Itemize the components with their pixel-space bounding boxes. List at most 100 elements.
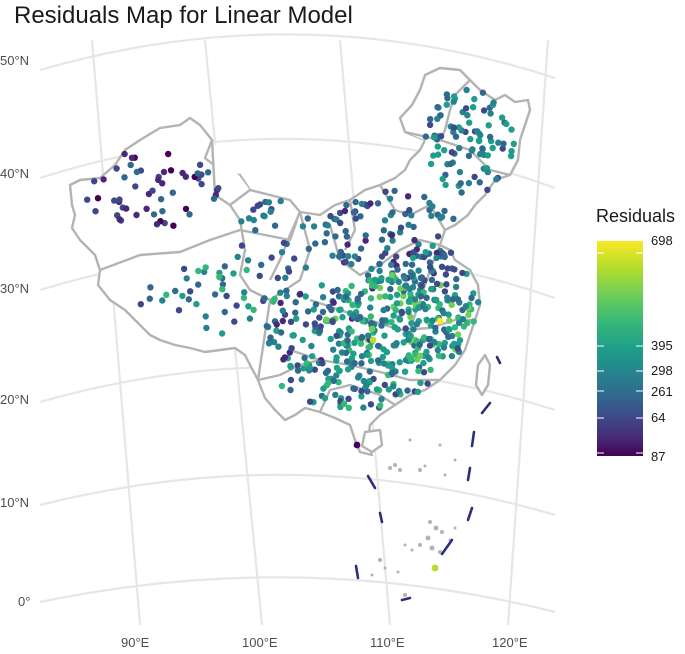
- latitude-labels: 50°N 40°N 30°N 20°N 10°N 0°: [0, 53, 30, 609]
- residual-point: [163, 291, 170, 298]
- residual-point: [498, 114, 506, 121]
- residual-point: [203, 324, 210, 332]
- residual-point: [449, 296, 457, 303]
- residual-point: [180, 265, 188, 273]
- residual-point: [508, 147, 515, 155]
- lat-label: 10°N: [0, 495, 29, 510]
- residual-point: [438, 263, 446, 270]
- residual-point: [170, 222, 177, 229]
- residual-point: [250, 216, 257, 224]
- residual-point: [111, 197, 118, 204]
- residual-point: [455, 124, 463, 131]
- residual-point: [350, 385, 357, 392]
- residual-point: [405, 221, 412, 228]
- residual-point: [396, 315, 403, 322]
- residual-point: [366, 368, 373, 375]
- residual-point: [337, 248, 344, 256]
- residual-point: [310, 223, 318, 230]
- residual-point: [263, 323, 270, 330]
- residual-point: [451, 266, 458, 273]
- residual-point: [388, 369, 396, 376]
- residual-point: [379, 353, 387, 361]
- residual-point: [373, 386, 381, 393]
- residual-point: [434, 151, 442, 158]
- residual-point: [454, 331, 462, 338]
- residual-point: [299, 336, 306, 344]
- residual-point: [245, 215, 253, 222]
- residual-point: [278, 382, 286, 390]
- residual-point: [406, 285, 413, 293]
- residual-point: [485, 122, 492, 129]
- residual-point: [433, 254, 440, 262]
- residual-point: [128, 154, 136, 161]
- residual-point: [387, 293, 394, 301]
- residual-point: [165, 150, 172, 158]
- residual-point: [309, 353, 316, 360]
- residual-point: [369, 336, 377, 344]
- residual-point: [434, 143, 441, 150]
- residual-point: [322, 369, 330, 376]
- residual-point: [281, 354, 289, 361]
- residual-point: [429, 317, 436, 324]
- residual-point: [326, 303, 333, 311]
- residual-point: [364, 388, 371, 395]
- residual-point: [116, 196, 123, 203]
- residual-point: [389, 237, 396, 244]
- residual-point: [348, 328, 355, 335]
- legend-tick: 298: [651, 363, 673, 378]
- residual-point: [193, 300, 200, 308]
- residual-point: [357, 340, 365, 347]
- residual-point: [349, 301, 356, 309]
- residual-point: [499, 145, 506, 152]
- residual-point: [275, 343, 282, 350]
- residual-point: [179, 292, 186, 300]
- residual-point: [445, 333, 452, 340]
- residual-point: [344, 366, 352, 373]
- residual-points: [84, 86, 517, 572]
- residual-point: [329, 318, 336, 326]
- residual-point: [329, 252, 336, 259]
- residual-point: [323, 230, 330, 237]
- residual-point: [342, 293, 350, 300]
- residual-point: [407, 332, 414, 340]
- residual-point: [297, 290, 304, 298]
- residual-point: [442, 181, 449, 189]
- residual-point: [393, 300, 401, 307]
- residual-point: [408, 272, 416, 280]
- residual-point: [348, 260, 355, 268]
- residual-point: [150, 211, 158, 218]
- colorbar-gradient: [597, 241, 643, 456]
- residual-point: [441, 207, 448, 215]
- residual-point: [400, 292, 407, 300]
- residual-point: [416, 341, 423, 348]
- residual-point: [133, 211, 140, 219]
- residual-point: [427, 116, 434, 123]
- residual-point: [385, 386, 393, 393]
- residual-point: [381, 332, 388, 339]
- residual-point: [305, 245, 312, 252]
- residual-point: [426, 342, 434, 349]
- residual-point: [381, 381, 388, 389]
- residual-point: [464, 319, 471, 327]
- residual-point: [233, 302, 240, 309]
- residual-point: [443, 91, 450, 98]
- residual-point: [395, 278, 402, 286]
- residual-point: [238, 242, 246, 249]
- legend-tick: 64: [651, 410, 666, 425]
- residual-point: [408, 320, 415, 327]
- residual-point: [198, 180, 205, 188]
- residual-point: [423, 294, 430, 301]
- residual-point: [324, 222, 331, 229]
- residual-point: [428, 212, 435, 220]
- residual-point: [394, 326, 401, 333]
- residual-point: [92, 208, 99, 215]
- residual-point: [294, 362, 301, 369]
- residual-point: [459, 269, 466, 277]
- residual-point: [302, 293, 309, 300]
- residual-point: [271, 222, 279, 229]
- residual-point: [427, 160, 435, 168]
- residual-point: [155, 176, 162, 184]
- residual-point: [402, 325, 409, 332]
- residual-point: [133, 168, 141, 176]
- residual-point: [382, 249, 389, 257]
